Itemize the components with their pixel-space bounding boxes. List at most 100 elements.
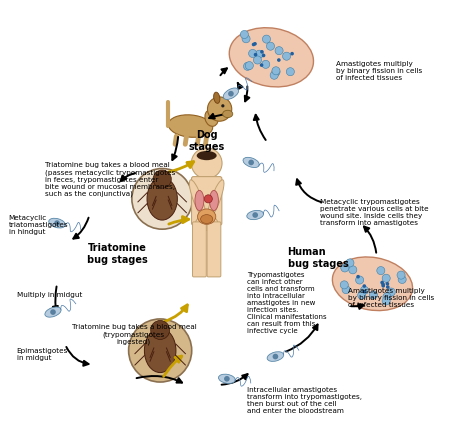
Ellipse shape [247, 210, 264, 220]
Ellipse shape [190, 180, 206, 218]
Ellipse shape [147, 178, 177, 220]
Circle shape [128, 319, 191, 382]
Text: Triatomine
bug stages: Triatomine bug stages [87, 243, 148, 265]
Circle shape [272, 68, 280, 76]
Ellipse shape [229, 28, 313, 87]
Circle shape [50, 309, 56, 315]
Ellipse shape [214, 92, 220, 104]
Text: Epimastigotes
in midgut: Epimastigotes in midgut [17, 348, 68, 362]
Circle shape [244, 62, 252, 70]
Circle shape [253, 42, 257, 46]
Circle shape [380, 281, 384, 284]
Ellipse shape [197, 151, 217, 160]
Circle shape [262, 54, 265, 57]
Circle shape [204, 195, 212, 203]
Ellipse shape [223, 110, 233, 118]
Circle shape [262, 60, 270, 69]
Circle shape [132, 169, 192, 229]
Text: Dog
stages: Dog stages [189, 130, 225, 152]
Ellipse shape [145, 328, 176, 373]
Circle shape [340, 281, 348, 289]
Circle shape [363, 284, 366, 288]
Circle shape [54, 220, 60, 226]
Circle shape [254, 56, 262, 64]
Circle shape [252, 43, 255, 46]
Circle shape [383, 293, 391, 301]
Circle shape [360, 286, 368, 294]
Ellipse shape [201, 215, 213, 224]
Circle shape [263, 35, 271, 43]
FancyBboxPatch shape [192, 222, 206, 277]
Circle shape [362, 290, 366, 294]
Ellipse shape [205, 109, 218, 127]
Text: Metacyclic trypomastigotes
penetrate various cells at bite
wound site. Inside ce: Metacyclic trypomastigotes penetrate var… [320, 199, 428, 226]
Circle shape [208, 97, 232, 121]
Ellipse shape [267, 352, 284, 361]
Circle shape [381, 282, 385, 286]
Ellipse shape [198, 209, 216, 225]
Circle shape [248, 49, 257, 58]
Circle shape [228, 91, 234, 97]
Circle shape [266, 42, 274, 50]
Circle shape [356, 276, 364, 284]
Ellipse shape [219, 374, 235, 383]
Circle shape [275, 46, 283, 55]
Circle shape [398, 276, 406, 283]
Ellipse shape [45, 307, 61, 317]
Text: Human
bug stages: Human bug stages [288, 248, 348, 269]
Circle shape [273, 354, 278, 360]
Circle shape [346, 259, 354, 267]
Text: Metacyclic
triatomastigotes
in hindgut: Metacyclic triatomastigotes in hindgut [9, 215, 68, 235]
Circle shape [382, 274, 390, 282]
Circle shape [242, 35, 250, 43]
Ellipse shape [195, 190, 204, 210]
Circle shape [255, 50, 263, 58]
Text: Intracellular amastigotes
transform into trypomastigotes,
then burst out of the : Intracellular amastigotes transform into… [247, 387, 362, 414]
Circle shape [191, 148, 222, 178]
Ellipse shape [332, 257, 412, 311]
Circle shape [272, 67, 280, 75]
Circle shape [221, 104, 225, 107]
Ellipse shape [208, 180, 224, 218]
Circle shape [387, 288, 395, 296]
Text: Trypomastigotes
can infect other
cells and transform
into intracellular
amastigo: Trypomastigotes can infect other cells a… [247, 272, 327, 334]
Circle shape [153, 170, 171, 188]
Text: Amastigotes multiply
by binary fission in cells
of infected tissues: Amastigotes multiply by binary fission i… [348, 288, 435, 308]
Circle shape [290, 52, 294, 55]
Circle shape [382, 284, 385, 288]
Circle shape [342, 285, 350, 294]
Circle shape [245, 61, 254, 69]
Ellipse shape [195, 216, 218, 230]
FancyBboxPatch shape [191, 177, 222, 225]
Circle shape [341, 264, 349, 272]
Ellipse shape [210, 190, 219, 210]
Circle shape [260, 63, 264, 67]
Text: Triatomine bug takes a blood meal
(trypomastigotes
ingested): Triatomine bug takes a blood meal (trypo… [72, 324, 196, 345]
Text: Multiply in midgut: Multiply in midgut [17, 292, 82, 298]
Circle shape [240, 30, 248, 38]
Circle shape [397, 271, 405, 279]
Circle shape [252, 212, 258, 218]
Circle shape [386, 285, 390, 289]
Circle shape [270, 71, 278, 79]
Ellipse shape [49, 218, 65, 228]
Circle shape [248, 160, 254, 165]
Ellipse shape [243, 157, 259, 167]
Circle shape [283, 52, 291, 60]
Circle shape [224, 376, 230, 382]
Circle shape [286, 68, 294, 76]
Ellipse shape [223, 88, 238, 99]
Circle shape [151, 320, 170, 340]
Circle shape [260, 50, 264, 54]
Text: Amastigotes multiply
by binary fission in cells
of infected tissues: Amastigotes multiply by binary fission i… [336, 61, 422, 81]
Circle shape [349, 266, 357, 274]
Ellipse shape [168, 115, 213, 137]
Circle shape [382, 297, 390, 305]
Circle shape [356, 275, 360, 279]
Circle shape [369, 291, 377, 299]
Circle shape [377, 267, 385, 275]
Text: Triatomine bug takes a blood meal
(passes metacyclic trypomastigotes
in feces, t: Triatomine bug takes a blood meal (passe… [45, 162, 175, 198]
Circle shape [385, 282, 389, 285]
Circle shape [277, 58, 281, 62]
FancyBboxPatch shape [207, 222, 221, 277]
